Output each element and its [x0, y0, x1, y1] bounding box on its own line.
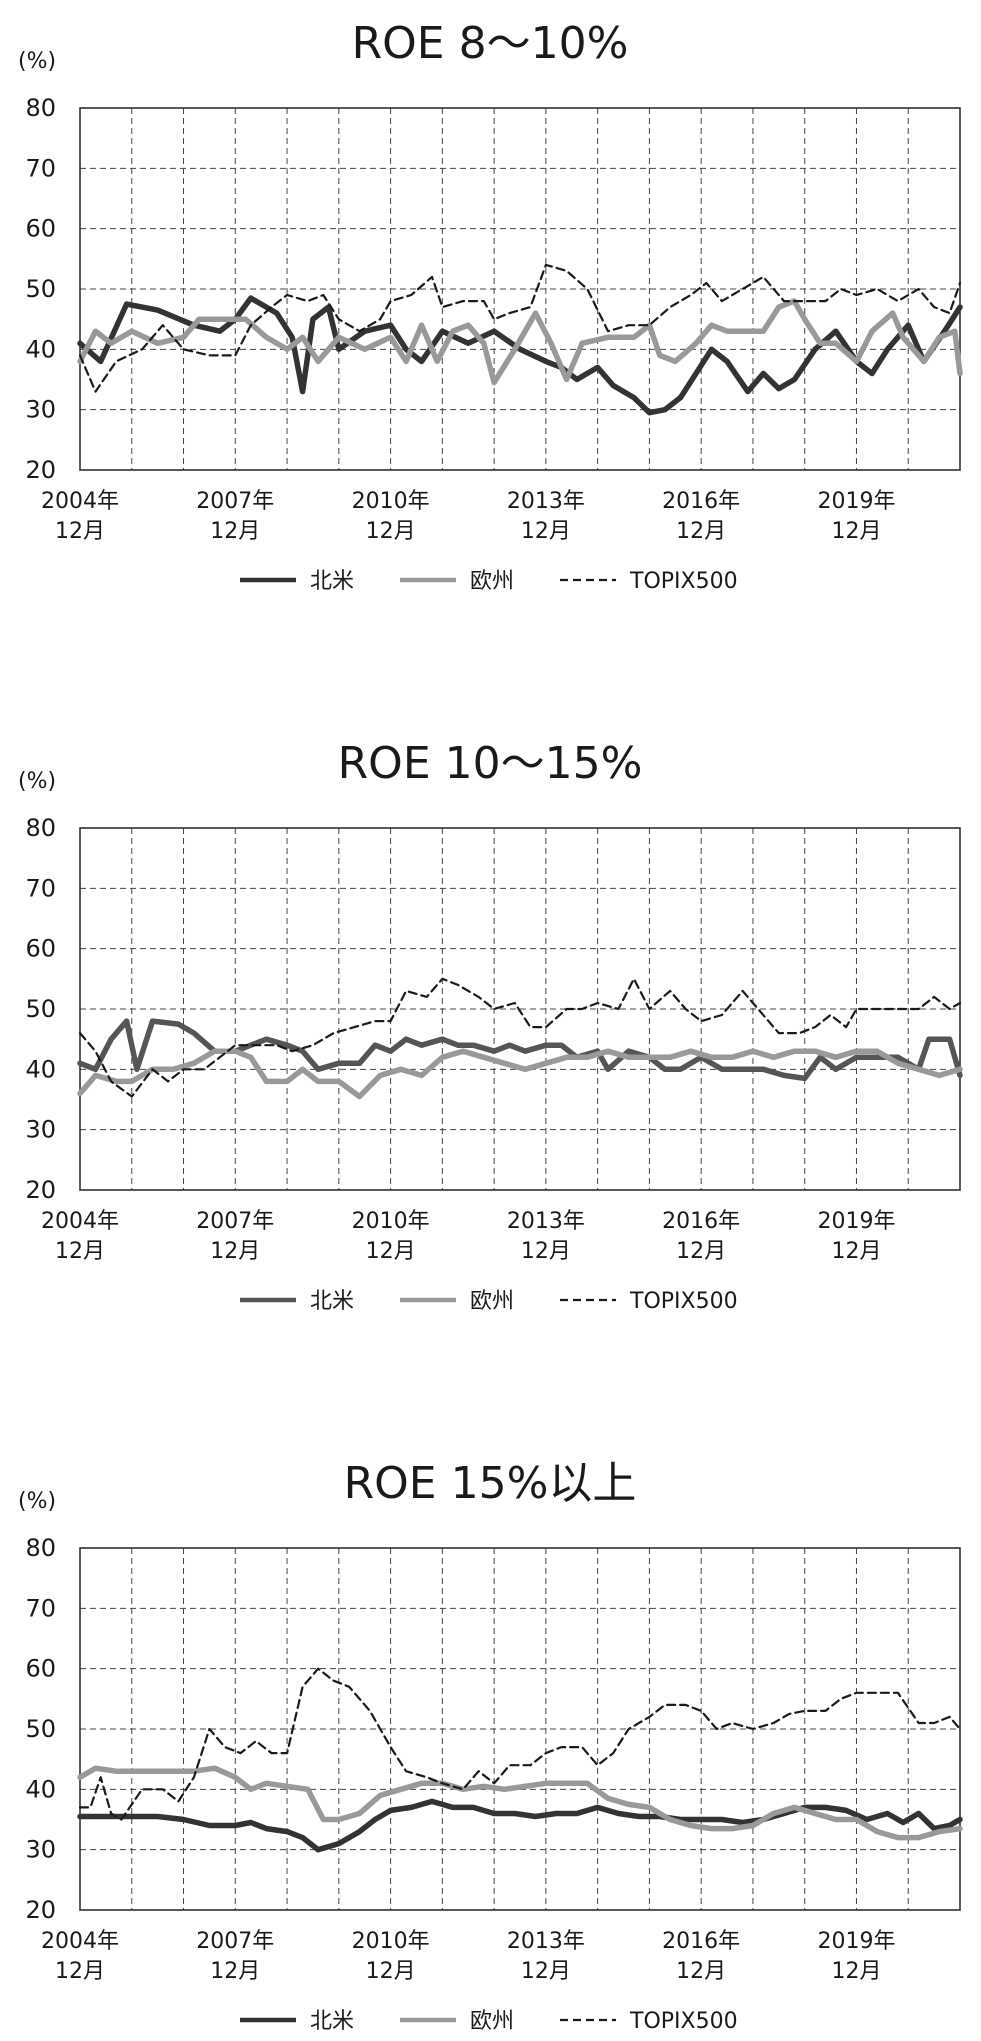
y-tick-label: 80: [25, 94, 56, 122]
y-tick-label: 80: [25, 814, 56, 842]
series-line-north-america: [77, 1798, 963, 1853]
x-tick-year: 2010年: [352, 489, 430, 514]
x-tick-month: 12月: [676, 1959, 726, 1984]
legend-label: 北米: [310, 569, 354, 594]
x-tick-month: 12月: [676, 1239, 726, 1264]
y-tick-label: 70: [25, 1594, 56, 1622]
series-lines: [77, 1667, 963, 1853]
y-tick-label: 40: [25, 1055, 56, 1083]
x-tick-year: 2010年: [352, 1929, 430, 1954]
series-line-europe: [77, 298, 963, 386]
x-tick-month: 12月: [55, 1959, 105, 1984]
x-tick-year: 2019年: [817, 1209, 895, 1234]
series-line-topix500: [78, 977, 962, 1098]
y-tick-label: 20: [25, 1896, 56, 1924]
chart-title: ROE 10～15%: [338, 738, 643, 789]
x-tick-month: 12月: [210, 1959, 260, 1984]
chart-title: ROE 8～10%: [352, 18, 629, 69]
grid: [80, 1547, 960, 1911]
x-tick-month: 12月: [521, 1959, 571, 1984]
y-tick-label: 60: [25, 215, 56, 243]
x-tick-year: 2007年: [196, 489, 274, 514]
chart-panel-3: ROE 15%以上 (%) 20 30 40 50 60 70 80 2004年 12月 2007年 1…: [18, 1458, 963, 2034]
x-tick-month: 12月: [366, 1239, 416, 1264]
grid: [80, 827, 960, 1191]
x-tick-month: 12月: [831, 519, 881, 544]
legend-label: 欧州: [470, 1289, 514, 1314]
x-tick-year: 2013年: [507, 1209, 585, 1234]
y-tick-label: 80: [25, 1534, 56, 1562]
x-tick-month: 12月: [210, 1239, 260, 1264]
y-tick-label: 40: [25, 1775, 56, 1803]
x-tick-month: 12月: [210, 519, 260, 544]
chart-title: ROE 15%以上: [344, 1458, 637, 1509]
x-tick-year: 2004年: [41, 1929, 119, 1954]
y-tick-label: 40: [25, 335, 56, 363]
series-line-topix500: [78, 263, 962, 393]
legend-label: TOPIX500: [629, 2009, 738, 2034]
series-line-europe: [77, 1048, 963, 1100]
legend-label: 北米: [310, 2009, 354, 2034]
x-tick-year: 2016年: [662, 1209, 740, 1234]
x-tick-year: 2004年: [41, 489, 119, 514]
y-tick-label: 70: [25, 874, 56, 902]
y-tick-label: 30: [25, 1836, 56, 1864]
y-tick-label: 30: [25, 396, 56, 424]
y-tick-label: 20: [25, 1176, 56, 1204]
y-tick-label: 30: [25, 1116, 56, 1144]
y-tick-label: 70: [25, 154, 56, 182]
x-tick-year: 2016年: [662, 489, 740, 514]
x-tick-year: 2019年: [817, 489, 895, 514]
x-tick-year: 2016年: [662, 1929, 740, 1954]
x-tick-month: 12月: [55, 519, 105, 544]
y-tick-label: 50: [25, 995, 56, 1023]
series-lines: [77, 977, 963, 1100]
series-line-europe: [77, 1765, 963, 1841]
x-tick-year: 2007年: [196, 1209, 274, 1234]
x-tick-month: 12月: [831, 1959, 881, 1984]
legend: 北米 欧州 TOPIX500: [240, 569, 738, 594]
x-tick-month: 12月: [676, 519, 726, 544]
chart-panel-2: ROE 10～15% (%) 20 30 40 50 60 70 80 2004年 12月 2007年…: [18, 738, 963, 1314]
x-tick-month: 12月: [831, 1239, 881, 1264]
y-tick-label: 50: [25, 275, 56, 303]
x-tick-year: 2013年: [507, 1929, 585, 1954]
grid: [80, 107, 960, 471]
legend-label: TOPIX500: [629, 1289, 738, 1314]
y-unit-label: (%): [18, 49, 56, 74]
x-tick-year: 2010年: [352, 1209, 430, 1234]
x-tick-year: 2019年: [817, 1929, 895, 1954]
series-lines: [77, 263, 963, 416]
y-unit-label: (%): [18, 1489, 56, 1514]
legend-label: TOPIX500: [629, 569, 738, 594]
x-tick-month: 12月: [521, 1239, 571, 1264]
series-line-topix500: [78, 1667, 962, 1821]
x-tick-month: 12月: [366, 1959, 416, 1984]
plot-frame: [79, 1547, 961, 1911]
legend-label: 北米: [310, 1289, 354, 1314]
plot-frame: [79, 827, 961, 1191]
x-tick-year: 2004年: [41, 1209, 119, 1234]
legend-label: 欧州: [470, 569, 514, 594]
y-tick-label: 20: [25, 456, 56, 484]
legend: 北米 欧州 TOPIX500: [240, 2009, 738, 2034]
x-tick-month: 12月: [366, 519, 416, 544]
x-tick-month: 12月: [521, 519, 571, 544]
y-tick-label: 60: [25, 1655, 56, 1683]
y-tick-label: 50: [25, 1715, 56, 1743]
chart-panel-1: ROE 8～10% (%) 20 30 40 50 60 70 80 2004年 12月 2007年 1…: [18, 18, 963, 594]
y-tick-label: 60: [25, 935, 56, 963]
x-tick-month: 12月: [55, 1239, 105, 1264]
legend-label: 欧州: [470, 2009, 514, 2034]
legend: 北米 欧州 TOPIX500: [240, 1289, 738, 1314]
x-tick-year: 2007年: [196, 1929, 274, 1954]
plot-frame: [79, 107, 961, 471]
y-unit-label: (%): [18, 769, 56, 794]
x-tick-year: 2013年: [507, 489, 585, 514]
